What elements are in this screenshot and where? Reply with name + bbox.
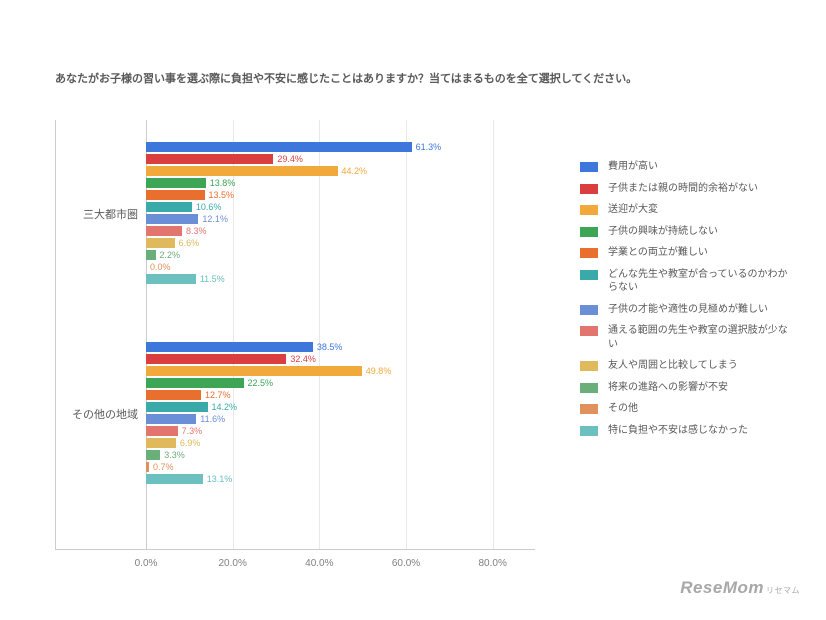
watermark-logo: ReseMomリセマム	[680, 578, 800, 598]
bar-value-label: 2.2%	[160, 250, 181, 260]
legend-label: 送迎が大変	[608, 203, 658, 217]
bar	[146, 226, 182, 236]
legend-item: 費用が高い	[580, 160, 790, 174]
x-axis-tick: 40.0%	[305, 558, 333, 569]
bar-value-label: 3.3%	[164, 450, 185, 460]
legend-swatch	[580, 270, 598, 280]
bar-value-label: 29.4%	[277, 154, 303, 164]
legend-item: その他	[580, 402, 790, 416]
bar-value-label: 11.6%	[200, 414, 225, 424]
bar-value-label: 44.2%	[342, 166, 368, 176]
group-label: 三大都市圏	[56, 206, 138, 222]
bar	[146, 354, 286, 364]
bar	[146, 238, 175, 248]
legend-label: 将来の進路への影響が不安	[608, 381, 728, 395]
bar-value-label: 49.8%	[366, 366, 392, 376]
bar-value-label: 6.6%	[179, 238, 200, 248]
bar-value-label: 7.3%	[182, 426, 203, 436]
bar-value-label: 0.7%	[153, 462, 174, 472]
bar	[146, 474, 203, 484]
group-label: その他の地域	[56, 406, 138, 422]
legend-label: 子供の興味が持続しない	[608, 225, 718, 239]
bar	[146, 402, 208, 412]
bar-group: 三大都市圏61.3%29.4%44.2%13.8%13.5%10.6%12.1%…	[146, 142, 535, 286]
bar-value-label: 61.3%	[416, 142, 442, 152]
legend-swatch	[580, 326, 598, 336]
bar	[146, 426, 178, 436]
legend-item: 特に負担や不安は感じなかった	[580, 424, 790, 438]
legend-label: 子供の才能や適性の見極めが難しい	[608, 303, 768, 317]
bar	[146, 414, 196, 424]
bar-value-label: 11.5%	[200, 274, 225, 284]
bar-value-label: 14.2%	[212, 402, 238, 412]
legend-item: 子供の才能や適性の見極めが難しい	[580, 303, 790, 317]
legend-label: その他	[608, 402, 638, 416]
watermark-main: ReseMom	[680, 578, 764, 597]
legend-swatch	[580, 361, 598, 371]
bar-value-label: 8.3%	[186, 226, 207, 236]
legend-swatch	[580, 404, 598, 414]
bar	[146, 142, 412, 152]
legend-item: 子供または親の時間的余裕がない	[580, 182, 790, 196]
chart-title: あなたがお子様の習い事を選ぶ際に負担や不安に感じたことはありますか？当てはまるも…	[55, 70, 637, 86]
legend-label: 通える範囲の先生や教室の選択肢が少ない	[608, 324, 790, 351]
legend-swatch	[580, 205, 598, 215]
bar	[146, 438, 176, 448]
bar-value-label: 13.5%	[209, 190, 235, 200]
bar-value-label: 6.9%	[180, 438, 201, 448]
bar	[146, 190, 205, 200]
legend-item: 送迎が大変	[580, 203, 790, 217]
x-axis-tick: 60.0%	[392, 558, 420, 569]
bar-value-label: 32.4%	[290, 354, 316, 364]
bar	[146, 178, 206, 188]
bar	[146, 250, 156, 260]
bar	[146, 462, 149, 472]
bar-value-label: 13.8%	[210, 178, 236, 188]
x-axis-tick: 20.0%	[218, 558, 246, 569]
watermark-suffix: リセマム	[766, 586, 800, 595]
x-axis-tick: 0.0%	[135, 558, 158, 569]
bar-group: その他の地域38.5%32.4%49.8%22.5%12.7%14.2%11.6…	[146, 342, 535, 486]
bar-value-label: 10.6%	[196, 202, 222, 212]
legend-item: どんな先生や教室が合っているのかわからない	[580, 268, 790, 295]
legend: 費用が高い子供または親の時間的余裕がない送迎が大変子供の興味が持続しない学業との…	[580, 160, 790, 445]
bar-value-label: 12.1%	[202, 214, 228, 224]
bar-value-label: 0.0%	[150, 262, 171, 272]
x-axis-tick: 80.0%	[478, 558, 506, 569]
legend-item: 学業との両立が難しい	[580, 246, 790, 260]
bar-value-label: 22.5%	[248, 378, 274, 388]
chart-plot-area: 三大都市圏 61.3% 29.4% 44.2% 13.8% 13.5% 10.6% 12.1%…	[55, 120, 535, 550]
legend-item: 将来の進路への影響が不安	[580, 381, 790, 395]
bar	[146, 202, 192, 212]
bar	[146, 214, 198, 224]
legend-swatch	[580, 383, 598, 393]
legend-label: 特に負担や不安は感じなかった	[608, 424, 748, 438]
legend-swatch	[580, 227, 598, 237]
legend-label: 友人や周囲と比較してしまう	[608, 359, 738, 373]
legend-item: 友人や周囲と比較してしまう	[580, 359, 790, 373]
legend-label: 子供または親の時間的余裕がない	[608, 182, 758, 196]
bar	[146, 166, 338, 176]
bar	[146, 450, 160, 460]
bar	[146, 378, 244, 388]
bar	[146, 366, 362, 376]
legend-item: 子供の興味が持続しない	[580, 225, 790, 239]
legend-swatch	[580, 426, 598, 436]
bar	[146, 342, 313, 352]
legend-swatch	[580, 248, 598, 258]
bar	[146, 154, 273, 164]
legend-swatch	[580, 184, 598, 194]
bar-value-label: 13.1%	[207, 474, 233, 484]
legend-label: 費用が高い	[608, 160, 658, 174]
legend-swatch	[580, 305, 598, 315]
bar-value-label: 38.5%	[317, 342, 343, 352]
bar	[146, 274, 196, 284]
legend-label: どんな先生や教室が合っているのかわからない	[608, 268, 790, 295]
legend-label: 学業との両立が難しい	[608, 246, 708, 260]
bar-value-label: 12.7%	[205, 390, 231, 400]
bar	[146, 390, 201, 400]
legend-swatch	[580, 162, 598, 172]
legend-item: 通える範囲の先生や教室の選択肢が少ない	[580, 324, 790, 351]
